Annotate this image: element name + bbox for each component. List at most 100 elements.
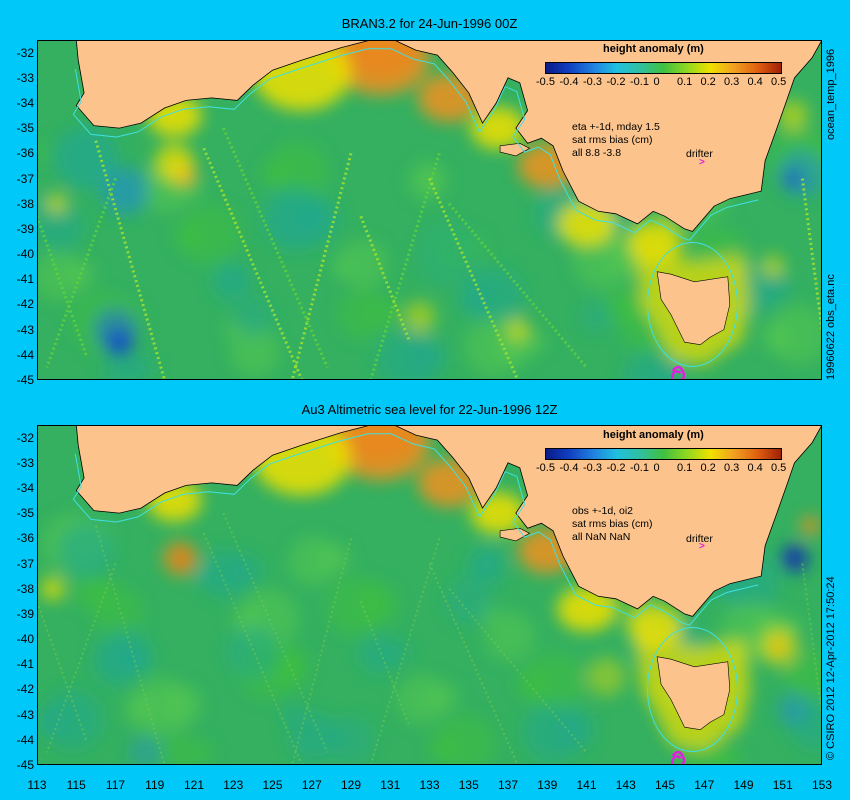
shelf-contour [72,433,759,626]
anomaly-eddy [759,627,799,667]
x-tick-label: 131 [380,778,401,792]
map-frame [37,40,822,380]
y-tick-label: -33 [16,455,34,470]
y-tick-label: -33 [16,70,34,85]
x-tick-label: 115 [66,778,86,792]
anomaly-eddy [327,716,375,764]
satellite-track [94,140,167,380]
drifter-track [671,750,686,765]
anomaly-eddy [260,184,324,248]
anomaly-patch [326,576,387,637]
y-tick-label: -32 [16,45,34,60]
anomaly-eddy [417,222,481,286]
anomaly-patch [288,712,339,763]
anomaly-patch [261,158,292,189]
anomaly-patch [229,327,280,378]
satellite-track [45,563,117,753]
anomaly-eddy [58,523,114,579]
colorbar-tick: 0.1 [677,462,693,474]
colorbar-tick: 0.5 [771,462,787,474]
y-tick-label: -44 [16,347,34,362]
anomaly-eddy [129,736,161,765]
y-tick-label: -35 [16,121,34,136]
satellite-track [447,202,588,369]
anomaly-patch [428,732,459,763]
coastline [75,425,822,617]
y-tick-label: -39 [16,606,34,621]
colorbar [545,448,782,460]
anomaly-eddy [225,624,281,680]
anomaly-patch [789,649,822,700]
y-tick-label: -37 [16,556,34,571]
x-tick-label: 123 [223,778,244,792]
legend-title: height anomaly (m) [603,429,704,441]
y-tick-label: -40 [16,247,34,262]
anomaly-patch [37,143,47,164]
x-tick-label: 141 [576,778,597,792]
stats-line: all NaN NaN [572,531,631,543]
x-tick-label: 127 [301,778,322,792]
stats-line: sat rms bias (cm) [572,134,653,146]
x-tick-label: 137 [497,778,519,792]
y-tick-label: -38 [16,196,34,211]
anomaly-patch [337,239,388,290]
colorbar-tick: 0.1 [677,76,693,88]
anomaly-eddy [101,167,149,215]
y-tick-label: -44 [16,732,34,747]
colorbar-tick: 0.4 [747,76,763,88]
kangaroo-island [499,527,531,542]
y-tick-label: -38 [16,581,34,596]
anomaly-patch [103,349,144,380]
anomaly-eddy [101,628,149,676]
colorbar-tick: 0.5 [771,76,787,88]
anomaly-eddy [46,193,67,214]
colorbar-tick: -0.3 [583,462,602,474]
anomaly-patch [692,224,733,264]
colorbar-tick: 0.3 [724,76,740,88]
y-tick-label: -42 [16,682,34,697]
colorbar-tick: 0.2 [700,76,716,88]
anomaly-patch [457,284,488,315]
x-tick-label: 113 [27,778,47,792]
y-tick-label: -34 [16,480,34,495]
satellite-track [222,512,329,753]
x-tick-label: 133 [419,778,440,792]
anomaly-patch [761,322,792,353]
y-tick-label: -40 [16,632,34,647]
kangaroo-island [499,142,531,157]
top-stats: eta +-1d, mday 1.5 sat rms bias (cm) all… [572,121,660,160]
drifter-label: drifter [686,533,713,545]
x-tick-label: 147 [694,778,715,792]
anomaly-patch [407,161,448,202]
x-tick-label: 119 [145,778,165,792]
map-frame [37,425,822,765]
anomaly-patch [173,221,204,252]
satellite-track [291,538,352,765]
top-side-label: ocean_temp_1996 [825,48,837,140]
anomaly-eddy [778,149,822,198]
anomaly-patch [200,548,251,599]
anomaly-eddy [776,99,809,132]
anomaly-patch [396,674,447,725]
y-tick-label: -39 [16,221,34,236]
x-tick-label: 129 [340,778,362,792]
australia-land [37,425,822,617]
colorbar-tick: 0.3 [724,462,740,474]
anomaly-patch [523,702,584,763]
australia-land [37,40,822,232]
satellite-tracks [37,512,822,765]
x-tick-label: 149 [733,778,754,792]
y-tick-label: -45 [16,373,34,387]
anomaly-patch [37,707,66,738]
anomaly-patch [37,201,84,252]
anomaly-patch [484,611,535,662]
copyright-label: © CSIRO 2012 12-Apr-2012 17:50:24 [825,576,837,760]
anomaly-eddy [403,301,436,333]
drifter-marker: > [699,157,705,168]
y-tick-label: -36 [16,146,34,161]
satellite-track [428,177,520,380]
y-tick-label: -37 [16,171,34,186]
x-tick-label: 135 [458,778,479,792]
shelf-anomaly [557,586,616,632]
satellite-track [45,178,117,368]
